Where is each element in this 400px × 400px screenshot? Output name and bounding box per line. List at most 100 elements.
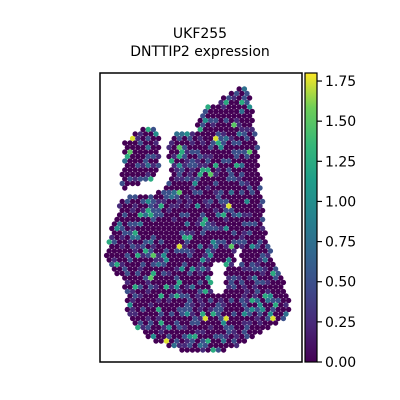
expression-spot xyxy=(239,333,245,340)
expression-spot xyxy=(194,149,201,155)
expression-spot xyxy=(155,261,162,268)
expression-spot xyxy=(166,342,172,349)
expression-spot xyxy=(228,126,235,133)
expression-spot xyxy=(233,135,240,142)
expression-spot xyxy=(246,266,253,272)
expression-spot xyxy=(265,288,271,295)
expression-spot xyxy=(145,243,151,250)
expression-spot xyxy=(181,333,188,340)
expression-spot xyxy=(218,198,224,205)
expression-spot xyxy=(179,140,185,146)
expression-spot xyxy=(148,329,154,335)
expression-spot xyxy=(278,293,284,299)
expression-spot xyxy=(122,185,128,191)
expression-spot xyxy=(218,126,224,133)
colorbar-tick-label: 1.50 xyxy=(325,114,356,130)
expression-spot xyxy=(153,194,159,200)
expression-spot xyxy=(231,320,237,326)
expression-spot xyxy=(197,297,203,304)
expression-spot xyxy=(265,324,271,331)
expression-spot xyxy=(124,207,131,214)
expression-spot xyxy=(270,261,276,268)
expression-spot xyxy=(192,315,198,322)
expression-spot xyxy=(150,216,157,223)
expression-spot xyxy=(150,162,157,169)
expression-spot xyxy=(124,198,131,205)
expression-spot xyxy=(278,284,284,290)
expression-spot xyxy=(192,342,198,349)
expression-spot xyxy=(231,131,237,137)
expression-spot xyxy=(259,216,266,223)
expression-spot xyxy=(127,275,133,281)
expression-spot xyxy=(153,320,159,326)
expression-spot xyxy=(244,324,250,331)
expression-spot xyxy=(252,203,258,209)
expression-spot xyxy=(155,216,162,223)
expression-spot xyxy=(137,140,144,146)
expression-spot xyxy=(197,126,203,133)
expression-spot xyxy=(283,293,289,299)
expression-spot xyxy=(135,135,141,142)
expression-spot xyxy=(228,342,235,349)
expression-spot xyxy=(254,297,261,304)
expression-spot xyxy=(205,131,211,137)
expression-spot xyxy=(205,104,211,110)
expression-spot xyxy=(226,239,232,245)
expression-spot xyxy=(161,279,167,286)
expression-spot xyxy=(233,153,240,160)
expression-spot xyxy=(239,189,245,196)
expression-spot xyxy=(205,275,211,281)
expression-spot xyxy=(207,270,214,277)
expression-spot xyxy=(194,185,201,191)
expression-spot xyxy=(200,347,206,353)
expression-spot xyxy=(223,324,229,331)
expression-spot xyxy=(135,288,141,295)
expression-spot xyxy=(158,230,164,236)
expression-spot xyxy=(200,221,206,227)
expression-spot xyxy=(150,144,157,151)
expression-spot xyxy=(205,185,211,191)
expression-spot xyxy=(200,311,206,317)
colorbar-tick-label: 1.00 xyxy=(325,194,356,210)
expression-spot xyxy=(127,239,133,245)
expression-spot xyxy=(200,149,206,155)
expression-spot xyxy=(252,230,258,236)
expression-spot xyxy=(257,293,263,299)
expression-spot xyxy=(184,302,190,308)
expression-spot xyxy=(163,293,170,299)
expression-spot xyxy=(210,176,216,182)
expression-spot xyxy=(109,234,115,241)
expression-spot xyxy=(244,288,250,295)
expression-spot xyxy=(189,320,196,326)
expression-spot xyxy=(257,194,263,200)
expression-spot xyxy=(189,347,196,353)
expression-spot xyxy=(122,212,128,218)
expression-spot xyxy=(233,279,240,286)
expression-spot xyxy=(148,248,154,254)
expression-spot xyxy=(202,126,209,133)
expression-spot xyxy=(176,297,183,304)
expression-spot xyxy=(228,225,235,232)
expression-spot xyxy=(135,252,141,259)
expression-spot xyxy=(161,261,167,268)
expression-spot xyxy=(166,333,172,340)
expression-spot xyxy=(197,270,203,277)
expression-spot xyxy=(181,324,188,331)
expression-spot xyxy=(226,284,232,290)
expression-spot xyxy=(280,306,287,313)
expression-spot xyxy=(228,117,235,124)
expression-spot xyxy=(179,284,185,290)
expression-spot xyxy=(171,207,177,214)
expression-spot xyxy=(220,149,227,155)
expression-spot xyxy=(189,131,196,137)
expression-spot xyxy=(122,158,128,164)
expression-spot xyxy=(197,315,203,322)
expression-spot xyxy=(236,176,242,182)
expression-spot xyxy=(223,198,229,205)
expression-spot xyxy=(122,221,128,227)
expression-spot xyxy=(163,221,170,227)
expression-spot xyxy=(194,122,201,128)
expression-spot xyxy=(244,216,250,223)
expression-spot xyxy=(116,257,123,263)
expression-spot xyxy=(244,171,250,178)
